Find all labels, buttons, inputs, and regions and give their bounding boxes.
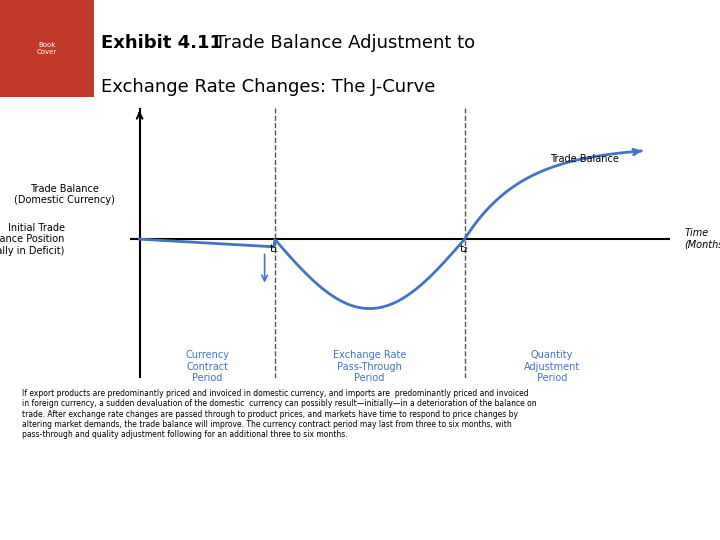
Text: Time
(Months): Time (Months) xyxy=(685,228,720,250)
Text: Exhibit 4.11: Exhibit 4.11 xyxy=(101,34,222,52)
Text: Trade Balance
(Domestic Currency): Trade Balance (Domestic Currency) xyxy=(14,184,115,205)
Text: PEARSON: PEARSON xyxy=(572,504,706,528)
Text: Exchange Rate Changes: The J-Curve: Exchange Rate Changes: The J-Curve xyxy=(101,78,435,96)
Text: If export products are predominantly priced and invoiced in domestic currency, a: If export products are predominantly pri… xyxy=(22,389,536,440)
Text: Initial Trade
Balance Position
(Typically in Deficit): Initial Trade Balance Position (Typicall… xyxy=(0,222,65,256)
Text: Trade Balance Adjustment to: Trade Balance Adjustment to xyxy=(215,34,475,52)
Text: t₁: t₁ xyxy=(270,244,279,254)
Text: Currency
Contract
Period: Currency Contract Period xyxy=(185,350,229,383)
Text: Trade Balance: Trade Balance xyxy=(549,154,618,164)
Text: 4-39    © 2013 Pearson Education: 4-39 © 2013 Pearson Education xyxy=(14,511,180,521)
Text: Quantity
Adjustment
Period: Quantity Adjustment Period xyxy=(524,350,580,383)
Text: Exchange Rate
Pass-Through
Period: Exchange Rate Pass-Through Period xyxy=(333,350,406,383)
Text: Book
Cover: Book Cover xyxy=(37,42,57,55)
Text: t₂: t₂ xyxy=(460,244,469,254)
